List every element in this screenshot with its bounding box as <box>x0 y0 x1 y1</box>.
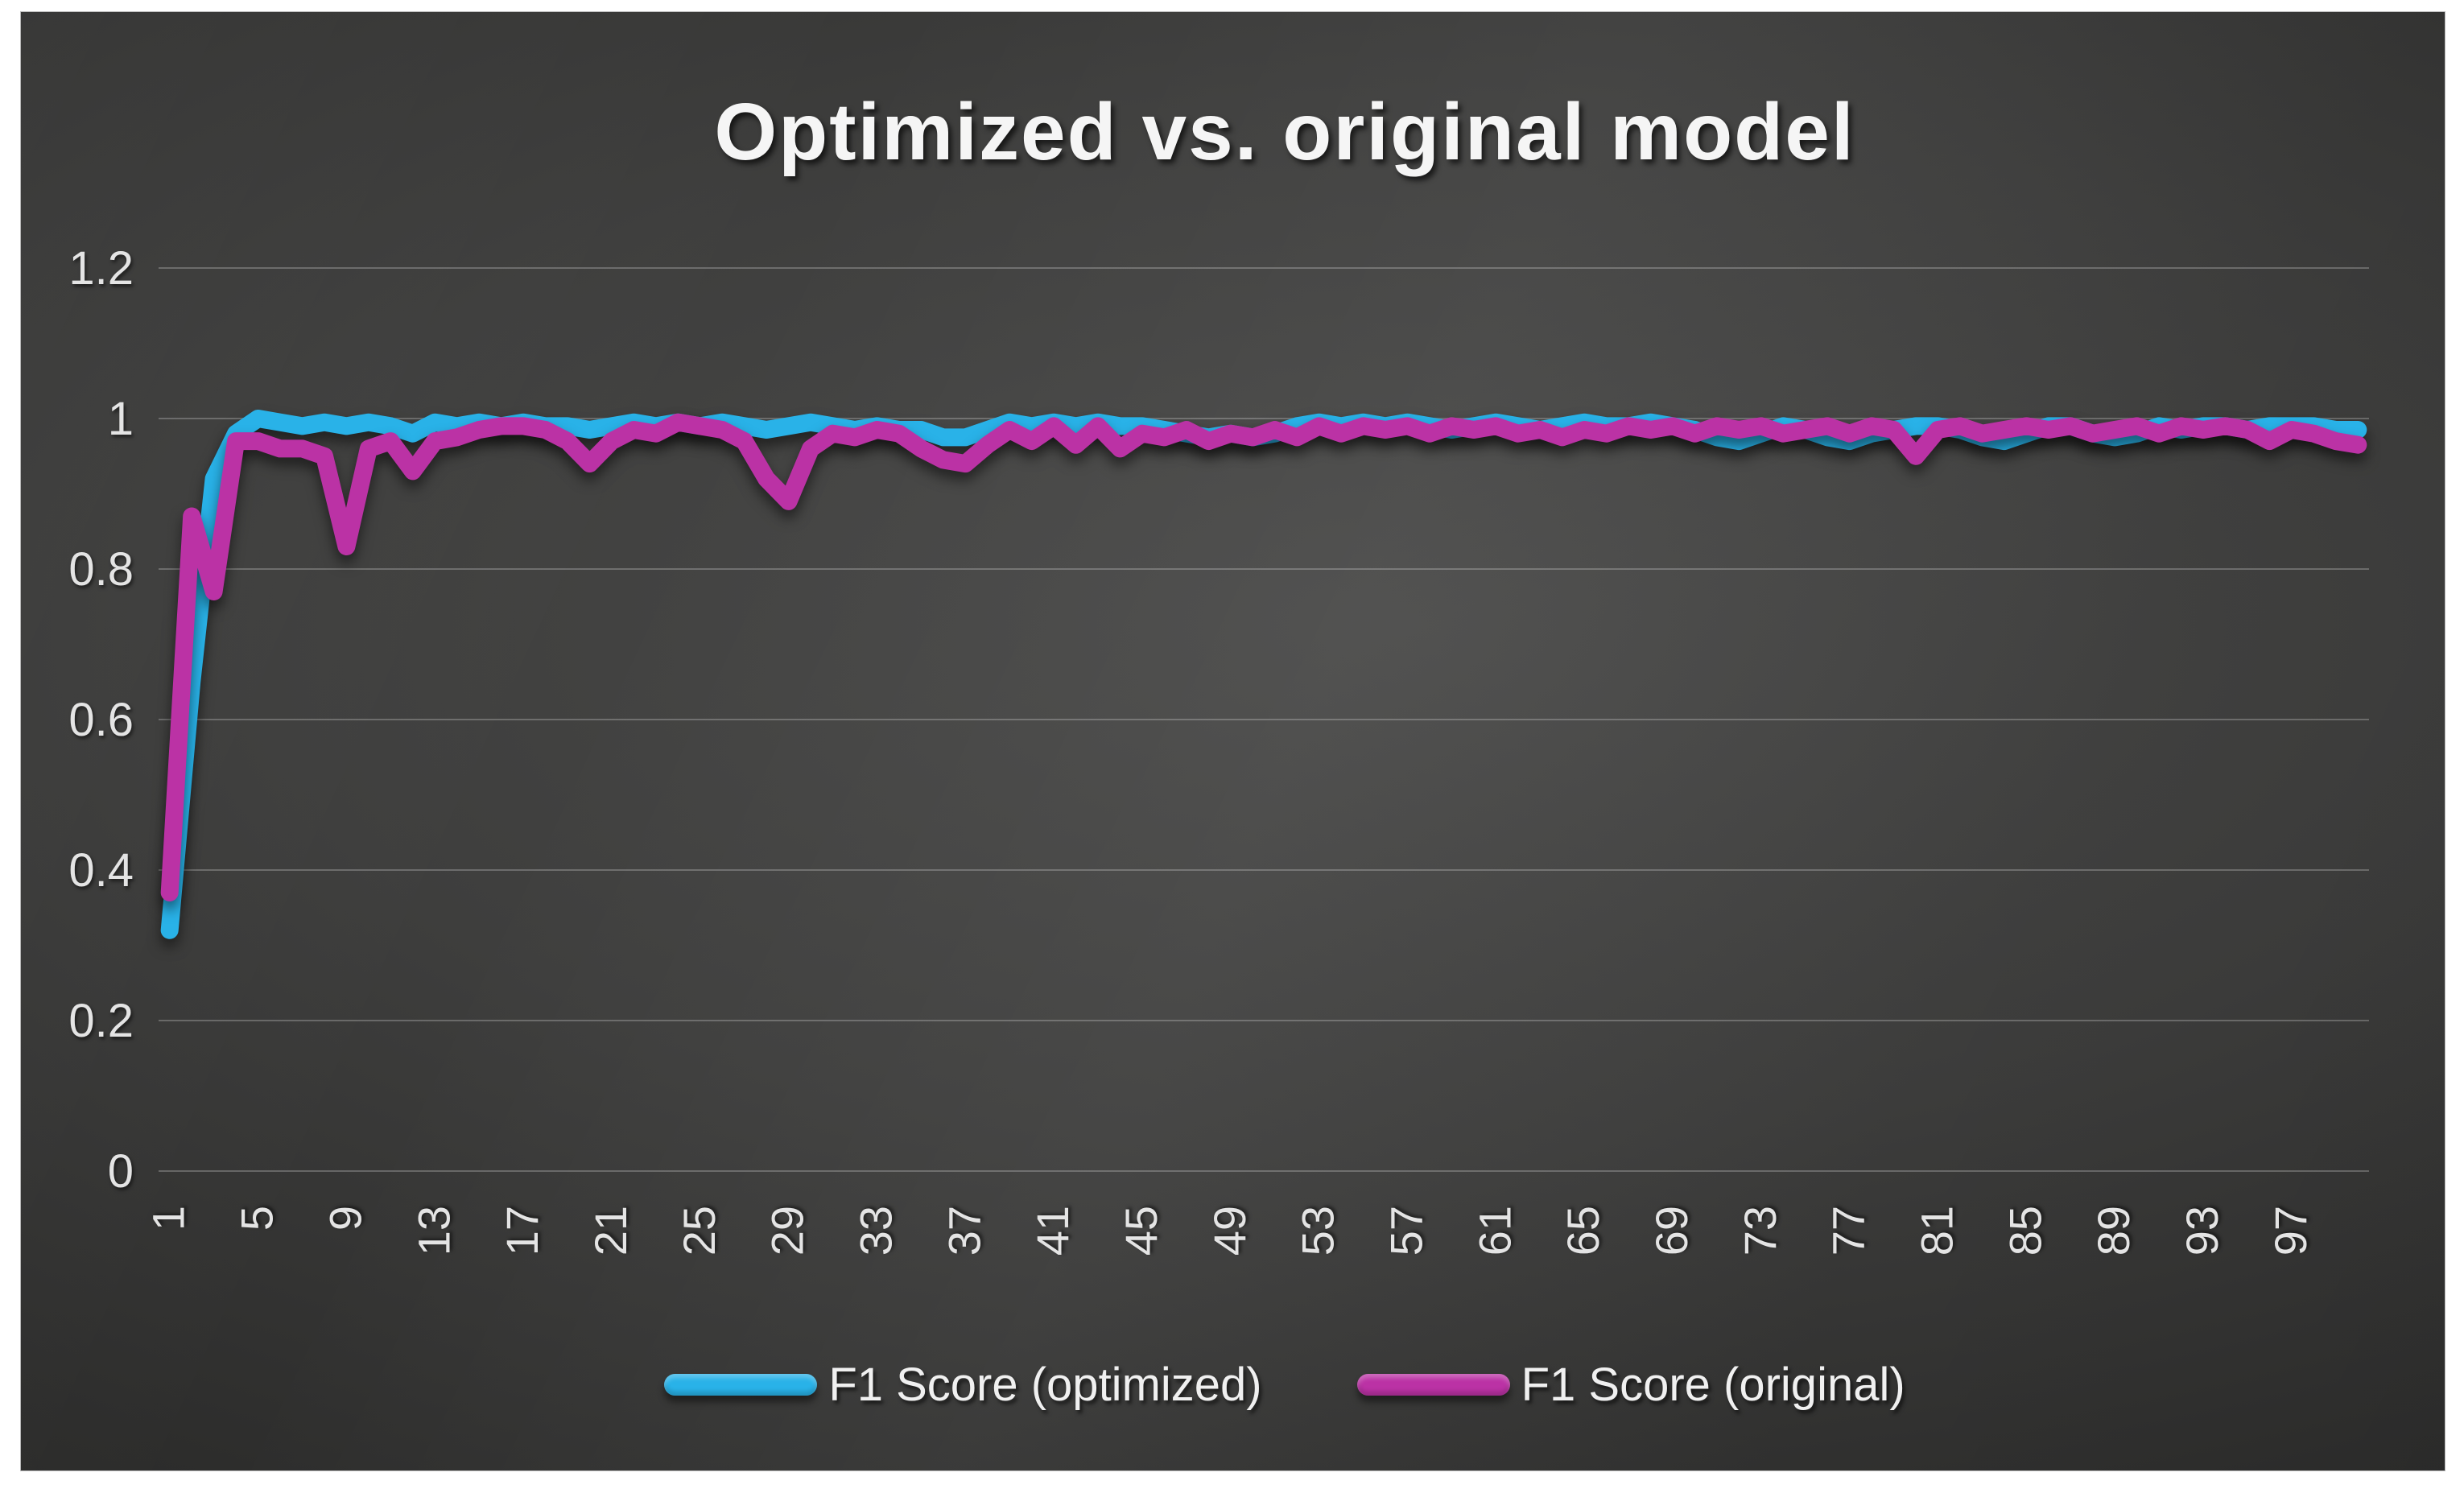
y-tick-label: 0.6 <box>68 694 134 746</box>
y-tick-label: 0.2 <box>68 995 134 1047</box>
x-tick-label: 49 <box>1204 1206 1255 1256</box>
legend-swatch-original-icon <box>1356 1374 1510 1396</box>
chart-panel: Optimized vs. original model F1 Score (o… <box>20 11 2445 1471</box>
x-tick-label: 21 <box>585 1206 636 1256</box>
x-tick-label: 69 <box>1646 1206 1697 1256</box>
x-tick-label: 1 <box>143 1206 194 1231</box>
x-tick-label: 29 <box>762 1206 813 1256</box>
x-tick-label: 97 <box>2265 1206 2316 1256</box>
x-tick-label: 17 <box>497 1206 547 1256</box>
x-tick-label: 41 <box>1027 1206 1078 1256</box>
x-tick-label: 45 <box>1116 1206 1166 1256</box>
x-tick-label: 93 <box>2177 1206 2227 1256</box>
legend-label-optimized: F1 Score (optimized) <box>828 1359 1262 1411</box>
x-tick-label: 65 <box>1558 1206 1608 1256</box>
x-tick-label: 13 <box>408 1206 459 1256</box>
x-tick-label: 33 <box>850 1206 901 1256</box>
x-tick-label: 53 <box>1293 1206 1343 1256</box>
series-line-original <box>160 413 2367 901</box>
x-tick-label: 9 <box>320 1206 370 1231</box>
x-tick-label: 89 <box>2088 1206 2139 1256</box>
x-tick-label: 57 <box>1381 1206 1431 1256</box>
series-line-optimized <box>160 410 2367 939</box>
x-tick-label: 25 <box>674 1206 724 1256</box>
y-tick-label: 1.2 <box>68 242 134 295</box>
y-tick-label: 0 <box>108 1145 134 1198</box>
x-axis-labels: 1 5 9 13 17 21 25 29 33 37 41 45 49 53 57 61 65 69 73 77 81 8… <box>143 1206 2316 1256</box>
chart-title: Optimized vs. original model <box>714 87 1855 177</box>
x-tick-label: 5 <box>232 1206 283 1231</box>
legend-label-original: F1 Score (original) <box>1521 1359 1905 1411</box>
y-axis-labels: 0 0.2 0.4 0.6 0.8 1 1.2 <box>68 242 134 1198</box>
legend-swatch-optimized-icon <box>664 1374 818 1396</box>
legend-item-optimized[interactable]: F1 Score (optimized) <box>664 1358 1262 1412</box>
x-tick-label: 61 <box>1469 1206 1520 1256</box>
y-tick-label: 0.8 <box>68 543 134 596</box>
gridlines <box>159 267 2369 1172</box>
x-tick-label: 37 <box>939 1206 989 1256</box>
x-tick-label: 85 <box>2000 1206 2050 1256</box>
x-tick-label: 81 <box>1912 1206 1963 1256</box>
legend: F1 Score (optimized) F1 Score (original) <box>180 1358 2390 1412</box>
legend-item-original[interactable]: F1 Score (original) <box>1356 1358 1905 1412</box>
series-lines <box>160 410 2367 939</box>
y-tick-label: 0.4 <box>68 844 134 897</box>
y-tick-label: 1 <box>108 393 134 445</box>
x-tick-label: 73 <box>1735 1206 1785 1256</box>
x-tick-label: 77 <box>1823 1206 1874 1256</box>
